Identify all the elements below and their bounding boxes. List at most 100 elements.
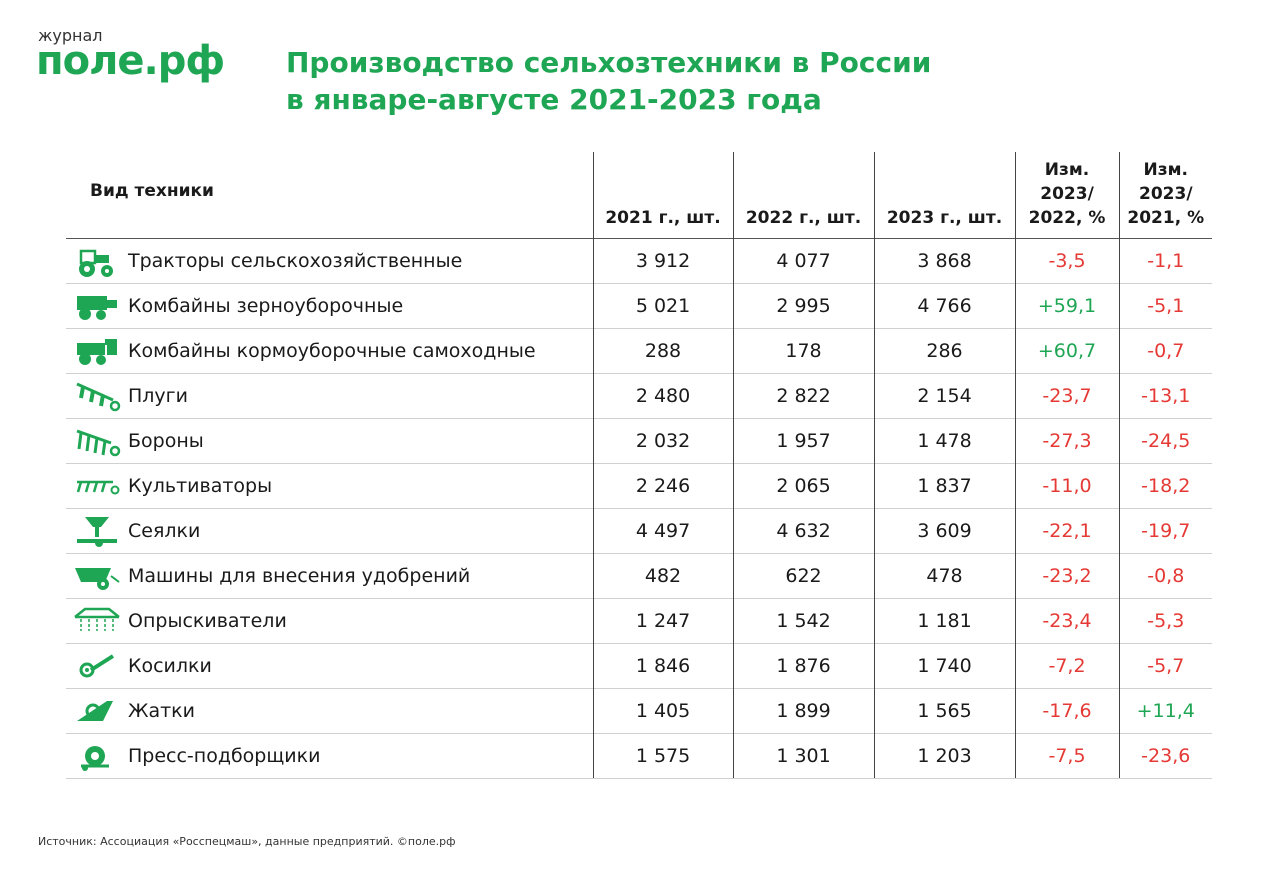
cell-2021: 2 480 bbox=[592, 373, 734, 419]
header-change-2-line-2: 2023/ bbox=[1139, 184, 1193, 204]
cell-change-2023-2021: -0,7 bbox=[1118, 328, 1213, 374]
table-row: Машины для внесения удобрений 482 622 478 -2… bbox=[66, 553, 1213, 599]
row-icon-cell bbox=[66, 418, 128, 464]
seeder-icon bbox=[77, 517, 117, 547]
cell-2022: 2 822 bbox=[732, 373, 875, 419]
header-change-2023-2022: Изм. 2023/ 2022, % bbox=[1014, 152, 1120, 239]
cell-change-2023-2021: -5,3 bbox=[1118, 598, 1213, 644]
cell-2021: 2 032 bbox=[592, 418, 734, 464]
cell-2023: 2 154 bbox=[873, 373, 1016, 419]
cell-2022: 1 876 bbox=[732, 643, 875, 689]
header-change-1-line-2: 2023/ bbox=[1040, 184, 1094, 204]
cell-2022: 1 542 bbox=[732, 598, 875, 644]
cell-2021: 4 497 bbox=[592, 508, 734, 554]
row-name: Сеялки bbox=[128, 508, 594, 554]
table-row: Сеялки 4 497 4 632 3 609 -22,1 -19,7 bbox=[66, 508, 1213, 554]
chart-title: Производство сельхозтехники в России в я… bbox=[286, 44, 931, 118]
row-name: Комбайны кормоуборочные самоходные bbox=[128, 328, 594, 374]
cell-change-2023-2022: -22,1 bbox=[1014, 508, 1120, 554]
cell-2023: 1 565 bbox=[873, 688, 1016, 734]
cell-2023: 1 837 bbox=[873, 463, 1016, 509]
row-name: Культиваторы bbox=[128, 463, 594, 509]
cell-change-2023-2021: -18,2 bbox=[1118, 463, 1213, 509]
cell-change-2023-2021: -5,1 bbox=[1118, 283, 1213, 329]
header-2022: 2022 г., шт. bbox=[732, 152, 875, 239]
row-icon-cell bbox=[66, 328, 128, 374]
table-row: Культиваторы 2 246 2 065 1 837 -11,0 -18,2 bbox=[66, 463, 1213, 509]
table-row: Косилки 1 846 1 876 1 740 -7,2 -5,7 bbox=[66, 643, 1213, 689]
header-change-2023-2021: Изм. 2023/ 2021, % bbox=[1118, 152, 1213, 239]
row-icon-cell bbox=[66, 463, 128, 509]
table-row: Пресс-подборщики 1 575 1 301 1 203 -7,5 -23,6 bbox=[66, 733, 1213, 779]
cell-2021: 1 247 bbox=[592, 598, 734, 644]
table-row: Комбайны кормоуборочные самоходные 288 178… bbox=[66, 328, 1213, 374]
cell-2023: 3 609 bbox=[873, 508, 1016, 554]
cell-2023: 4 766 bbox=[873, 283, 1016, 329]
cell-2021: 288 bbox=[592, 328, 734, 374]
logo-caption: журнал bbox=[38, 26, 103, 45]
cell-2022: 4 632 bbox=[732, 508, 875, 554]
table-row: Бороны 2 032 1 957 1 478 -27,3 -24,5 bbox=[66, 418, 1213, 464]
header-change-1-line-1: Изм. bbox=[1044, 160, 1090, 180]
cell-change-2023-2021: -13,1 bbox=[1118, 373, 1213, 419]
cell-2021: 482 bbox=[592, 553, 734, 599]
cell-2023: 3 868 bbox=[873, 238, 1016, 284]
logo: поле.рф bbox=[36, 38, 225, 84]
cell-change-2023-2022: -3,5 bbox=[1014, 238, 1120, 284]
fertilizer-spreader-icon bbox=[75, 568, 120, 590]
cell-change-2023-2022: -7,2 bbox=[1014, 643, 1120, 689]
header-change-1-line-3: 2022, % bbox=[1028, 208, 1106, 228]
plough-icon bbox=[76, 382, 121, 412]
baler-icon bbox=[81, 746, 109, 771]
cell-2021: 1 575 bbox=[592, 733, 734, 779]
cell-change-2023-2022: +59,1 bbox=[1014, 283, 1120, 329]
source-note: Источник: Ассоциация «Росспецмаш», данны… bbox=[38, 835, 456, 848]
table-row: Тракторы сельскохозяйственные 3 912 4 077 3… bbox=[66, 238, 1213, 284]
header-2023: 2023 г., шт. bbox=[873, 152, 1016, 239]
table-row: Опрыскиватели 1 247 1 542 1 181 -23,4 -5,3 bbox=[66, 598, 1213, 644]
row-icon-cell bbox=[66, 508, 128, 554]
mower-icon bbox=[79, 654, 115, 678]
cell-2022: 178 bbox=[732, 328, 875, 374]
cell-change-2023-2022: -17,6 bbox=[1014, 688, 1120, 734]
cell-change-2023-2022: -23,2 bbox=[1014, 553, 1120, 599]
row-icon-cell bbox=[66, 688, 128, 734]
cell-change-2023-2022: -11,0 bbox=[1014, 463, 1120, 509]
cell-change-2023-2022: -23,4 bbox=[1014, 598, 1120, 644]
row-icon-cell bbox=[66, 733, 128, 779]
combine-icon bbox=[77, 296, 117, 320]
cell-2021: 2 246 bbox=[592, 463, 734, 509]
cell-2021: 3 912 bbox=[592, 238, 734, 284]
row-icon-cell bbox=[66, 238, 128, 284]
sprayer-icon bbox=[74, 607, 120, 631]
cell-2022: 2 995 bbox=[732, 283, 875, 329]
cell-2022: 1 301 bbox=[732, 733, 875, 779]
chart-title-line-2: в январе-августе 2021-2023 года bbox=[286, 83, 822, 116]
cell-2023: 286 bbox=[873, 328, 1016, 374]
row-name: Косилки bbox=[128, 643, 594, 689]
row-name: Машины для внесения удобрений bbox=[128, 553, 594, 599]
cell-2023: 478 bbox=[873, 553, 1016, 599]
cell-2022: 4 077 bbox=[732, 238, 875, 284]
cell-2021: 1 846 bbox=[592, 643, 734, 689]
cell-2021: 1 405 bbox=[592, 688, 734, 734]
table-row: Жатки 1 405 1 899 1 565 -17,6 +11,4 bbox=[66, 688, 1213, 734]
cell-change-2023-2022: -23,7 bbox=[1014, 373, 1120, 419]
header-icon bbox=[77, 701, 113, 721]
cultivator-icon bbox=[76, 480, 120, 495]
cell-2022: 2 065 bbox=[732, 463, 875, 509]
row-name: Жатки bbox=[128, 688, 594, 734]
cell-change-2023-2021: -5,7 bbox=[1118, 643, 1213, 689]
cell-change-2023-2021: -0,8 bbox=[1118, 553, 1213, 599]
cell-2023: 1 181 bbox=[873, 598, 1016, 644]
chart-title-line-1: Производство сельхозтехники в России bbox=[286, 46, 932, 79]
row-icon-cell bbox=[66, 643, 128, 689]
cell-2022: 622 bbox=[732, 553, 875, 599]
row-icon-cell bbox=[66, 283, 128, 329]
header-2021: 2021 г., шт. bbox=[592, 152, 734, 239]
cell-change-2023-2022: +60,7 bbox=[1014, 328, 1120, 374]
tractor-icon bbox=[79, 249, 113, 277]
cell-2023: 1 478 bbox=[873, 418, 1016, 464]
cell-change-2023-2021: -24,5 bbox=[1118, 418, 1213, 464]
row-icon-cell bbox=[66, 373, 128, 419]
